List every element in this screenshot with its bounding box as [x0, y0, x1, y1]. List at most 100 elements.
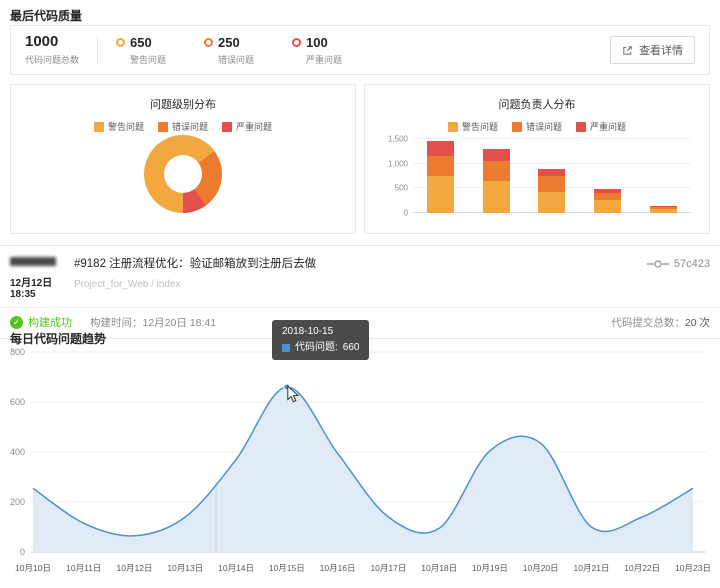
trend-xtick-label: 10月15日	[269, 563, 305, 573]
view-details-button[interactable]: 查看详情	[610, 36, 695, 64]
legend-warning-label: 警告问题	[461, 122, 498, 132]
bar-segment-0	[482, 180, 510, 213]
stat-error-value: 250	[218, 34, 240, 50]
commit-hash[interactable]: 57c423	[646, 258, 710, 270]
tooltip-value: 660	[342, 342, 360, 353]
bar-segment-1	[649, 207, 677, 210]
legend-item-error[interactable]: 错误问题	[157, 120, 208, 133]
legend-item-warning[interactable]: 警告问题	[93, 120, 144, 133]
trend-xtick-label: 10月12日	[117, 563, 153, 573]
trend-ytick-label: 0	[20, 547, 25, 557]
bar-segment-0	[538, 192, 566, 213]
trend-chart-svg: 0 200 400 600 800 10月10日 10月11日 10月12日 10月13日 10月…	[10, 347, 711, 573]
trend-xtick-label: 10月19日	[472, 563, 508, 573]
commit-total-value: 20 次	[684, 316, 710, 329]
trend-xtick-label: 10月23日	[675, 563, 711, 573]
bar-segment-1	[427, 156, 455, 176]
commit-hash-text: 57c423	[673, 258, 710, 270]
warning-swatch-icon	[93, 121, 104, 132]
trend-ytick-label: 800	[10, 347, 25, 357]
critical-swatch-icon	[576, 121, 586, 132]
external-link-icon	[623, 45, 632, 55]
trend-xtick-label: 10月14日	[218, 563, 254, 573]
issue-owner-chart-card: 问题负责人分布 警告问题 错误问题 严重问题 0 500 1,000 1,500	[364, 84, 710, 234]
bar-legend: 警告问题 错误问题 严重问题	[365, 120, 709, 133]
commit-total-label: 代码提交总数：	[611, 316, 685, 329]
legend-item-critical[interactable]: 严重问题	[576, 120, 626, 133]
legend-item-error[interactable]: 错误问题	[511, 120, 562, 133]
error-swatch-icon	[157, 121, 168, 132]
bar-segment-2	[427, 141, 455, 157]
commit-title[interactable]: #9182 注册流程优化：验证邮箱放到注册后去做	[74, 258, 317, 270]
bar-segment-1	[482, 161, 510, 181]
bar-ytick-label: 1,000	[387, 159, 408, 169]
level-donut[interactable]	[144, 135, 222, 213]
bar-ytick-label: 500	[394, 183, 408, 193]
stacked-bar[interactable]	[538, 168, 566, 213]
commit-row[interactable]: 12月12日 18:35 #9182 注册流程优化：验证邮箱放到注册后去做 Pr…	[0, 246, 720, 307]
legend-item-warning[interactable]: 警告问题	[447, 120, 498, 133]
stacked-bar[interactable]	[594, 189, 622, 213]
legend-item-critical[interactable]: 严重问题	[222, 120, 272, 133]
build-time: 构建时间：12月20日 18:41	[90, 316, 217, 329]
issue-level-chart-card: 问题级别分布 警告问题 错误问题 严重问题	[10, 84, 356, 234]
bar-segment-2	[482, 148, 510, 162]
trend-ytick-label: 600	[10, 397, 25, 407]
trend-xtick-label: 10月16日	[320, 563, 356, 573]
bar-gridline	[413, 138, 691, 139]
tooltip-series-swatch-icon	[282, 343, 290, 352]
stacked-bar[interactable]	[482, 148, 510, 213]
trend-chart[interactable]: 0 200 400 600 800 10月10日 10月11日 10月12日 10月13日 10月…	[0, 344, 720, 583]
trend-xtick-label: 10月18日	[421, 563, 457, 573]
error-ring-icon	[204, 37, 214, 47]
trend-xtick-label: 10月22日	[624, 563, 660, 573]
commit-project-path[interactable]: Project_for_Web / index	[74, 279, 181, 290]
stat-critical-value: 100	[306, 34, 328, 50]
stat-error: 250 错误问题	[204, 35, 254, 66]
build-status-label: 构建成功	[28, 317, 72, 329]
bar-series	[413, 139, 691, 213]
stat-total-value: 1000	[25, 33, 59, 50]
build-status: ✓ 构建成功	[10, 314, 72, 330]
mouse-cursor-icon	[287, 384, 300, 403]
legend-critical-label: 严重问题	[236, 122, 273, 132]
trend-area	[33, 386, 693, 552]
critical-ring-icon	[292, 37, 302, 47]
stat-critical-label: 严重问题	[306, 54, 343, 65]
bar-ytick-label: 1,500	[387, 134, 408, 144]
trend-xtick-label: 10月13日	[167, 563, 203, 573]
charts-row: 问题级别分布 警告问题 错误问题 严重问题 问题负责人分布 警告问题 错误问题 …	[10, 84, 710, 234]
stacked-bar[interactable]	[649, 206, 677, 213]
bar-gridline	[413, 162, 691, 164]
bar-segment-2	[538, 168, 566, 177]
trend-xtick-label: 10月21日	[574, 563, 610, 573]
check-circle-icon: ✓	[10, 315, 23, 329]
stat-total-issues: 1000 代码问题总数	[25, 34, 79, 66]
stat-error-label: 错误问题	[218, 54, 255, 65]
chart-tooltip: 2018-10-15 代码问题: 660	[272, 320, 370, 360]
stat-critical: 100 严重问题	[292, 35, 342, 66]
commit-total: 代码提交总数：20 次	[611, 315, 710, 330]
legend-error-label: 错误问题	[171, 122, 208, 132]
trend-xtick-label: 10月20日	[523, 563, 559, 573]
donut-chart-title: 问题级别分布	[150, 99, 216, 111]
commit-time: 12月12日 18:35	[10, 278, 53, 300]
legend-critical-label: 严重问题	[590, 122, 627, 132]
legend-error-label: 错误问题	[525, 122, 562, 132]
error-swatch-icon	[511, 121, 522, 132]
trend-xtick-label: 10月10日	[15, 563, 51, 573]
trend-ytick-label: 400	[10, 447, 25, 457]
tooltip-series-label: 代码问题:	[295, 342, 338, 353]
donut-legend: 警告问题 错误问题 严重问题	[11, 120, 355, 133]
bar-segment-1	[594, 193, 622, 201]
stat-warning-label: 警告问题	[130, 54, 167, 65]
section-title-code-quality: 最后代码质量	[10, 9, 83, 23]
bar-segment-2	[649, 206, 677, 208]
stacked-bar[interactable]	[427, 141, 455, 213]
bar-segment-2	[594, 189, 622, 194]
bar-segment-1	[538, 176, 566, 193]
stat-warning: 650 警告问题	[116, 35, 166, 66]
warning-swatch-icon	[447, 121, 458, 132]
bar-ytick-label: 0	[403, 208, 408, 218]
vertical-divider	[97, 36, 99, 64]
